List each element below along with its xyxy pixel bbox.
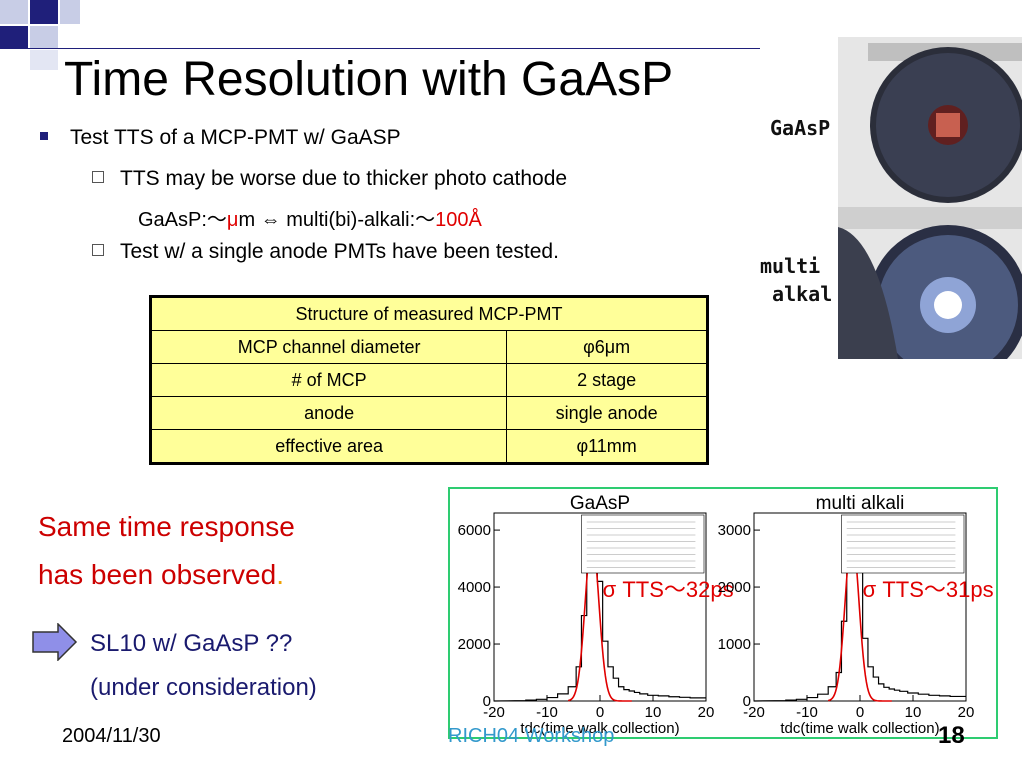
table-header-row: Structure of measured MCP-PMT [150,296,708,331]
bullet-sub-2: Test w/ a single anode PMTs have been te… [92,240,559,264]
right-arrow-icon [32,623,78,661]
sigma-annotation: σ TTS～31ps [863,577,994,602]
plan-line-1: SL10 w/ GaAsP ?? [90,630,293,657]
sigma-annotation: σ TTS～32ps [603,577,734,602]
plot-title: GaAsP [570,493,630,514]
table-cell-value: 2 stage [506,363,708,397]
plan-line-2: (under consideration) [90,674,317,701]
pmt-photo [838,37,1022,359]
x-tick-label: -20 [483,704,505,721]
y-tick-label: 2000 [458,636,491,653]
square-bullet-icon [40,132,48,141]
footer-event: RICH04 Workshop [448,725,615,747]
stats-box [841,514,965,574]
x-axis-label: tdc(time walk collection) [520,720,679,737]
table-row: MCP channel diameter φ6μm [149,330,708,364]
table-row: anode single anode [149,396,708,430]
spec-table: Structure of measured MCP-PMT MCP channe… [149,295,709,465]
table-header: Structure of measured MCP-PMT [150,296,708,331]
x-tick-label: 0 [596,704,604,721]
table-cell-label: MCP channel diameter [149,330,508,364]
x-axis-label: tdc(time walk collection) [780,720,939,737]
x-tick-label: 10 [645,704,662,721]
histogram-panel: GaAsP 0 2000 4000 6000 -20 -10 0 10 20 tdc(time wa… [448,487,998,739]
x-tick-label: 20 [698,704,715,721]
x-tick-label: -10 [796,704,818,721]
y-tick-label: 4000 [458,579,491,596]
photo-label-gaasp: GaAsP [770,116,831,140]
table-cell-value: single anode [506,396,708,430]
x-tick-label: 0 [856,704,864,721]
bullet-main: Test TTS of a MCP-PMT w/ GaASP [40,126,401,150]
stats-box [581,514,705,574]
plot-title: multi alkali [816,493,905,514]
pmt-photo-drawing [838,37,1022,359]
y-tick-label: 0 [743,693,751,710]
x-tick-label: -10 [536,704,558,721]
table-cell-label: anode [149,396,508,430]
histogram-series [753,535,966,702]
y-tick-label: 1000 [718,636,751,653]
hollow-square-bullet-icon [92,244,104,257]
table-cell-label: # of MCP [149,363,508,397]
x-tick-label: -20 [743,704,765,721]
observation-note: Same time response has been observed. [38,511,295,590]
table-cell-label: effective area [149,429,508,464]
hollow-square-bullet-icon [92,171,104,184]
y-tick-label: 6000 [458,522,491,539]
table-cell-value: φ6μm [506,330,708,364]
y-tick-label: 2000 [718,579,751,596]
table-cell-value: φ11mm [506,429,708,464]
bullet-sub-1: TTS may be worse due to thicker photo ca… [92,167,567,191]
footer-date: 2004/11/30 [62,725,161,747]
table-row: # of MCP 2 stage [149,363,708,397]
y-tick-label: 0 [483,693,491,710]
gaussian-fit-curve [827,535,892,702]
slide-title: Time Resolution with GaAsP [64,53,674,106]
table-row: effective area φ11mm [149,429,708,464]
x-tick-label: 20 [958,704,975,721]
photo-label-multi-alkali: multi alkal [760,254,833,306]
x-tick-label: 10 [905,704,922,721]
gaussian-fit-curve [567,538,632,702]
y-tick-label: 3000 [718,522,751,539]
bullet-continuation: GaAsP:～μm ⇔ multi(bi)-alkali:～100Å [138,209,482,231]
histogram-series [493,538,706,702]
page-number: 18 [938,722,965,749]
